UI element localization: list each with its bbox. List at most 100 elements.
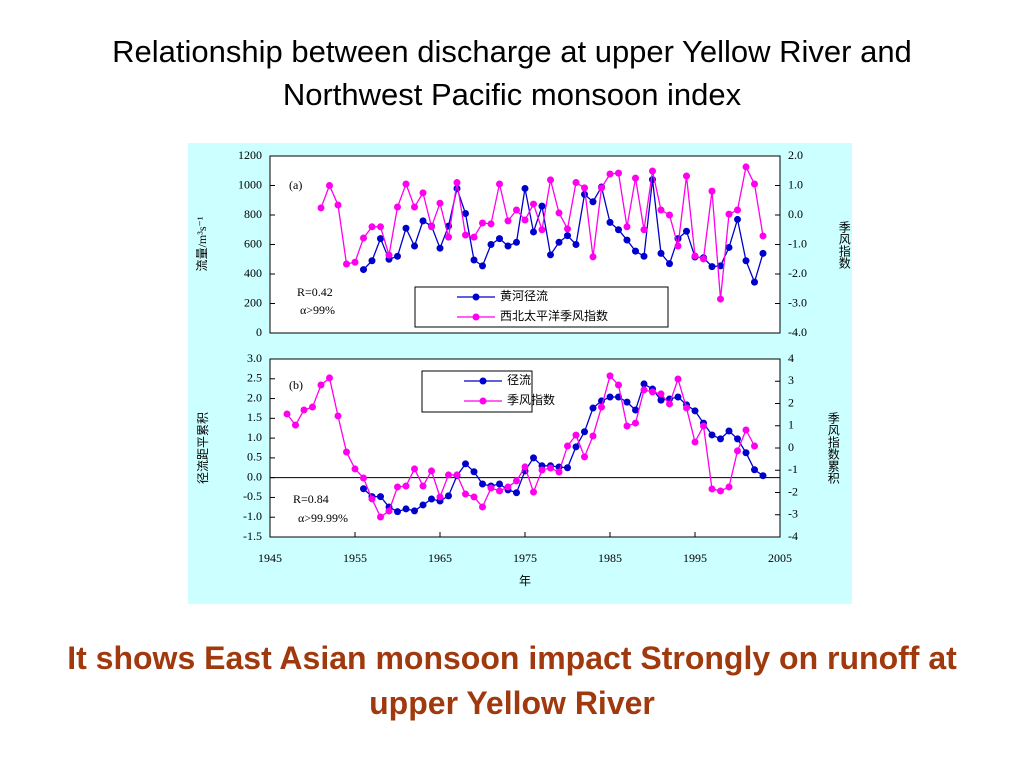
data-point: [640, 252, 648, 260]
data-point: [419, 217, 427, 225]
y-tick-label: 1.5: [247, 410, 262, 424]
y2-tick-label: 3: [788, 373, 794, 387]
x-axis-label: 年: [519, 574, 531, 588]
legend-marker: [472, 313, 480, 321]
y2-tick-label: 2.0: [788, 148, 803, 162]
x-tick-label: 1995: [683, 551, 707, 565]
data-point: [708, 485, 716, 493]
data-point: [683, 404, 690, 412]
data-point: [496, 180, 503, 188]
data-point: [555, 209, 563, 217]
x-tick-label: 1965: [428, 551, 452, 565]
data-point: [555, 468, 563, 476]
data-point: [538, 226, 546, 234]
data-point: [411, 242, 418, 250]
data-point: [657, 390, 665, 398]
data-point: [453, 179, 461, 187]
y-tick-label: 400: [244, 266, 262, 280]
data-point: [419, 501, 427, 509]
data-point: [513, 238, 520, 246]
data-point: [751, 442, 758, 450]
data-point: [725, 243, 733, 251]
annotation: α>99%: [300, 303, 335, 317]
data-point: [564, 442, 571, 450]
annotation: R=0.42: [297, 285, 333, 299]
data-point: [742, 257, 750, 265]
data-point: [385, 251, 393, 259]
y2-tick-label: -4.0: [788, 325, 807, 339]
data-point: [640, 386, 648, 394]
data-point: [479, 480, 486, 488]
data-point: [300, 406, 308, 414]
x-tick-label: 1945: [258, 551, 282, 565]
x-tick-label: 1985: [598, 551, 622, 565]
y-tick-label: -0.5: [243, 489, 262, 503]
data-point: [606, 393, 614, 401]
data-point: [691, 438, 699, 446]
data-point: [351, 258, 359, 266]
y2-tick-label: 2: [788, 395, 794, 409]
data-point: [725, 483, 733, 491]
data-point: [334, 412, 342, 420]
data-point: [572, 443, 580, 451]
data-point: [751, 180, 758, 188]
data-point: [547, 251, 554, 259]
data-point: [742, 449, 750, 457]
data-point: [530, 200, 537, 208]
data-point: [377, 235, 384, 243]
y-tick-label: 200: [244, 295, 262, 309]
y-tick-label: -1.5: [243, 529, 262, 543]
data-point: [368, 257, 376, 265]
data-point: [292, 421, 299, 429]
data-point: [615, 169, 622, 177]
data-point: [309, 403, 316, 411]
data-point: [419, 189, 427, 197]
legend-label: 径流: [507, 373, 531, 387]
data-point: [436, 199, 444, 207]
data-point: [368, 495, 376, 503]
data-point: [394, 483, 401, 491]
y-axis-label: 流量/m³s⁻¹: [195, 216, 209, 271]
y2-tick-label: 1.0: [788, 177, 803, 191]
data-point: [640, 380, 648, 388]
y-tick-label: 2.0: [247, 390, 262, 404]
data-point: [666, 211, 673, 219]
data-point: [479, 262, 486, 270]
data-point: [734, 447, 741, 455]
annotation: R=0.84: [293, 492, 329, 506]
data-point: [487, 220, 495, 228]
y2-axis-label: 季风指数累积: [826, 412, 840, 485]
data-point: [691, 252, 699, 260]
data-point: [564, 232, 571, 240]
data-point: [436, 244, 444, 252]
data-point: [640, 226, 648, 234]
data-point: [691, 407, 699, 415]
data-point: [615, 381, 622, 389]
data-point: [708, 431, 716, 439]
data-point: [343, 260, 350, 268]
data-point: [751, 278, 758, 286]
data-point: [462, 231, 469, 239]
y-tick-label: -1.0: [243, 509, 262, 523]
data-point: [428, 467, 435, 475]
data-point: [564, 225, 571, 233]
legend-label: 黄河径流: [500, 289, 548, 303]
data-point: [623, 223, 631, 231]
data-point: [623, 422, 631, 430]
data-point: [394, 252, 401, 260]
data-point: [462, 490, 469, 498]
data-point: [445, 471, 452, 479]
data-point: [402, 482, 410, 490]
data-point: [428, 223, 435, 231]
data-point: [606, 372, 614, 380]
data-point: [683, 172, 690, 180]
data-point: [496, 487, 503, 495]
data-point: [751, 466, 758, 474]
data-point: [674, 393, 682, 401]
legend-marker: [472, 293, 480, 301]
y-tick-label: 800: [244, 207, 262, 221]
data-point: [360, 266, 367, 274]
data-point: [470, 493, 478, 501]
data-point: [411, 507, 418, 515]
